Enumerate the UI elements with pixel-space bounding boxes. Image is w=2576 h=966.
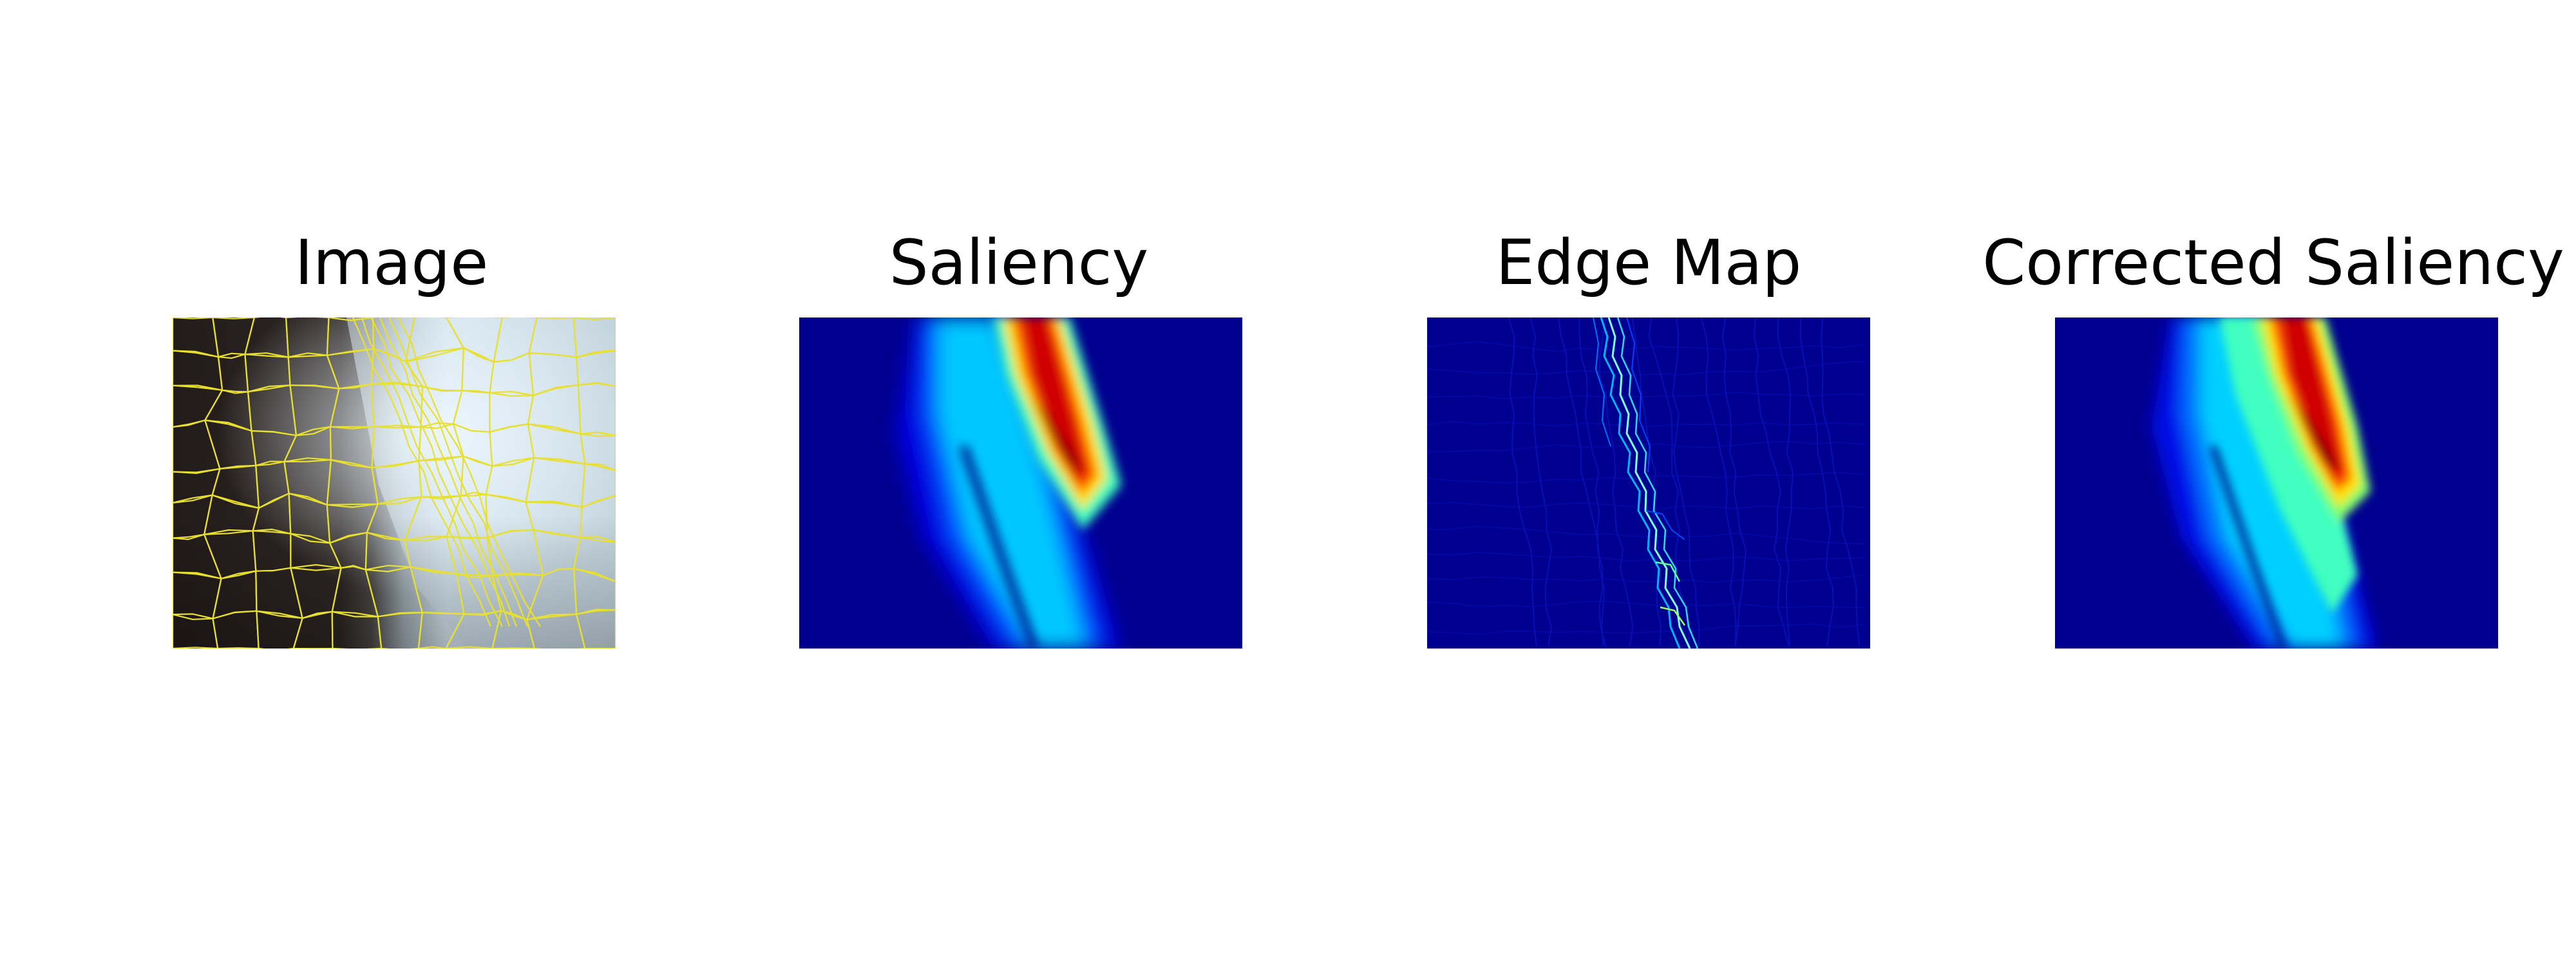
edge-map xyxy=(1427,317,1870,649)
photo-with-superpixels xyxy=(173,317,616,649)
panel-title-corrected-saliency: Corrected Saliency xyxy=(1982,227,2564,299)
panel-title-image: Image xyxy=(294,227,489,299)
panel-title-edge-map: Edge Map xyxy=(1495,227,1802,299)
corrected-saliency-heatmap xyxy=(2055,317,2498,649)
panel-title-saliency: Saliency xyxy=(889,227,1149,299)
saliency-heatmap xyxy=(799,317,1242,649)
